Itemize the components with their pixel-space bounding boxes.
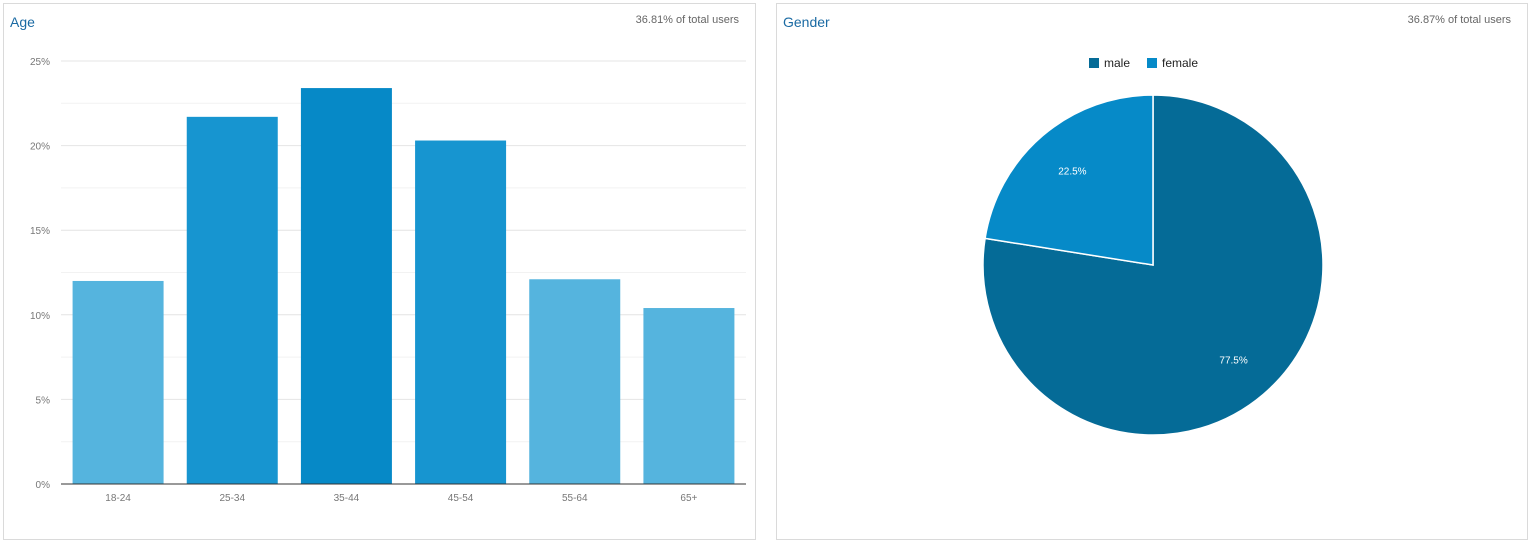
age-bar-chart: 0% 5% 10% 15% 20% 25% 18-24 25-34 35-44 45-54 55-6… (30, 57, 746, 504)
x-tick-label: 45-54 (448, 493, 474, 504)
gender-panel: Gender 36.87% of total users male female 7… (776, 3, 1528, 540)
y-tick-label: 25% (30, 57, 50, 68)
bar-18-24[interactable] (72, 280, 164, 484)
bar-55-64[interactable] (529, 279, 621, 484)
x-tick-label: 25-34 (219, 493, 245, 504)
x-tick-label: 35-44 (334, 493, 360, 504)
gender-panel-title: Gender (783, 14, 830, 30)
legend-label-male[interactable]: male (1104, 56, 1130, 70)
y-tick-label: 5% (36, 395, 51, 406)
gender-pie-chart: male female 77.5% 22.5% (982, 56, 1324, 436)
age-panel-title: Age (10, 14, 35, 30)
legend-swatch-female (1147, 58, 1157, 68)
age-panel-share: 36.81% of total users (635, 14, 739, 26)
bar-35-44[interactable] (300, 88, 392, 485)
bar-45-54[interactable] (415, 140, 507, 485)
bar-25-34[interactable] (186, 116, 278, 484)
age-panel: Age 36.81% of total users 0% 5% 10% 15% 20% 2… (3, 3, 756, 540)
y-tick-label: 10% (30, 311, 50, 322)
pie-slice-female[interactable] (984, 94, 1154, 266)
y-tick-label: 0% (36, 480, 51, 491)
x-tick-label: 18-24 (105, 493, 131, 504)
y-tick-label: 20% (30, 142, 50, 153)
slice-value-label: 77.5% (1219, 355, 1247, 366)
slice-value-label: 22.5% (1058, 167, 1086, 178)
legend-swatch-male (1089, 58, 1099, 68)
y-tick-label: 15% (30, 226, 50, 237)
gender-panel-share: 36.87% of total users (1407, 14, 1511, 26)
legend-label-female[interactable]: female (1162, 56, 1198, 70)
bar-65+[interactable] (643, 308, 735, 484)
x-tick-label: 55-64 (562, 493, 588, 504)
x-tick-label: 65+ (680, 493, 697, 504)
